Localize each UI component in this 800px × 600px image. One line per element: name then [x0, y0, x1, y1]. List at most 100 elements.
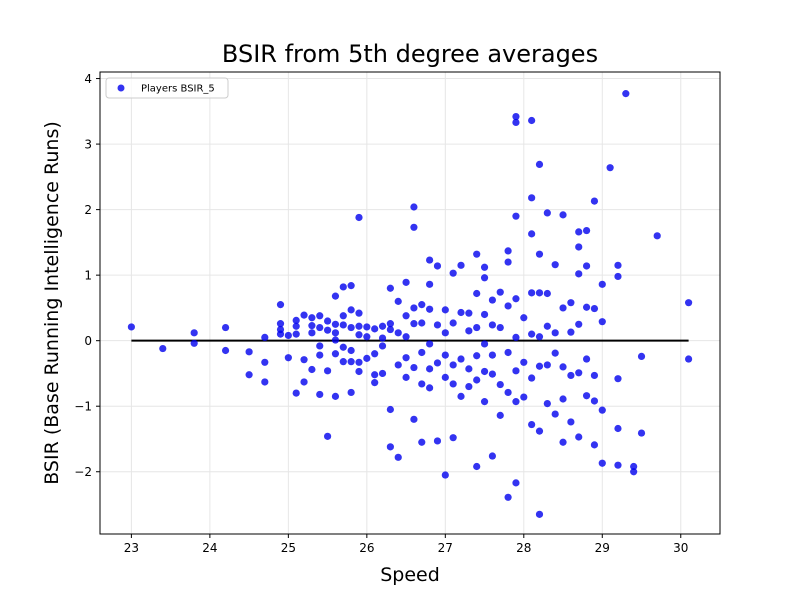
- data-point: [449, 434, 457, 442]
- data-point: [316, 342, 324, 350]
- data-point: [559, 363, 567, 371]
- data-point: [457, 261, 465, 269]
- data-point: [308, 322, 316, 330]
- data-point: [316, 390, 324, 399]
- data-point: [371, 325, 379, 333]
- data-point: [300, 311, 308, 319]
- data-point: [441, 329, 449, 337]
- data-point: [323, 326, 332, 334]
- data-point: [528, 194, 536, 202]
- data-point: [331, 392, 340, 400]
- data-point: [512, 112, 520, 121]
- data-point: [331, 329, 340, 337]
- data-point: [261, 358, 269, 366]
- data-point: [441, 306, 449, 314]
- data-point: [535, 510, 544, 518]
- y-tick-label: 1: [84, 269, 92, 283]
- data-point: [535, 160, 544, 168]
- data-point: [614, 461, 622, 469]
- data-point: [261, 333, 269, 342]
- data-point: [261, 378, 269, 386]
- data-point: [339, 283, 347, 291]
- data-point: [284, 354, 292, 362]
- data-point: [378, 342, 387, 350]
- data-point: [347, 306, 355, 314]
- data-point: [426, 365, 434, 373]
- data-point: [637, 352, 646, 361]
- grid: [100, 72, 720, 534]
- data-point: [386, 325, 394, 334]
- data-point: [473, 250, 481, 258]
- data-point: [622, 90, 630, 98]
- data-point: [378, 334, 387, 342]
- data-point: [614, 375, 622, 383]
- data-point: [606, 164, 614, 172]
- data-point: [512, 118, 520, 127]
- data-point: [394, 361, 402, 369]
- y-tick-label: 2: [84, 203, 92, 217]
- data-point: [535, 250, 544, 258]
- x-tick-label: 26: [359, 541, 374, 555]
- data-point: [582, 392, 591, 400]
- data-point: [323, 367, 332, 375]
- x-tick-label: 23: [124, 541, 139, 555]
- data-point: [528, 330, 536, 338]
- data-point: [504, 388, 512, 397]
- data-point: [559, 211, 567, 219]
- data-point: [276, 301, 285, 309]
- data-point: [473, 289, 481, 298]
- data-point: [339, 343, 347, 351]
- data-point: [598, 318, 606, 326]
- data-point: [598, 459, 606, 467]
- data-point: [559, 304, 567, 312]
- x-axis-label: Speed: [380, 564, 440, 586]
- data-point: [496, 323, 504, 332]
- data-point: [363, 323, 371, 331]
- data-point: [496, 411, 504, 419]
- data-point: [355, 322, 363, 330]
- data-point: [363, 333, 371, 341]
- data-point: [418, 380, 426, 388]
- data-point: [504, 493, 512, 501]
- data-point: [394, 329, 402, 337]
- data-point: [465, 327, 473, 335]
- data-point: [528, 230, 536, 238]
- data-point: [410, 363, 418, 372]
- data-point: [496, 380, 504, 389]
- data-point: [528, 289, 536, 297]
- data-point: [590, 397, 599, 405]
- data-point: [410, 223, 418, 231]
- data-point: [614, 261, 622, 269]
- data-point: [590, 441, 599, 449]
- data-point: [402, 312, 410, 320]
- data-point: [543, 361, 551, 369]
- data-point: [394, 453, 402, 461]
- data-point: [488, 321, 497, 329]
- data-point: [480, 398, 489, 406]
- x-tick-label: 29: [595, 541, 610, 555]
- data-point: [551, 349, 559, 357]
- data-point: [551, 329, 559, 337]
- data-point: [378, 322, 387, 330]
- data-point: [559, 395, 567, 403]
- data-point: [402, 354, 410, 362]
- data-point: [433, 359, 442, 367]
- data-point: [575, 243, 583, 251]
- data-point: [371, 350, 379, 358]
- data-point: [426, 340, 434, 348]
- data-point: [590, 304, 599, 313]
- data-point: [386, 405, 394, 414]
- data-point: [331, 336, 340, 344]
- data-point: [378, 369, 387, 378]
- x-tick-label: 25: [281, 541, 296, 555]
- data-point: [582, 226, 591, 235]
- data-point: [292, 389, 300, 397]
- data-point: [331, 350, 340, 358]
- data-point: [159, 344, 167, 353]
- legend-marker: [117, 84, 125, 92]
- data-point: [276, 320, 285, 328]
- chart-title: BSIR from 5th degree averages: [222, 40, 598, 68]
- data-point: [567, 299, 575, 307]
- data-point: [190, 339, 198, 347]
